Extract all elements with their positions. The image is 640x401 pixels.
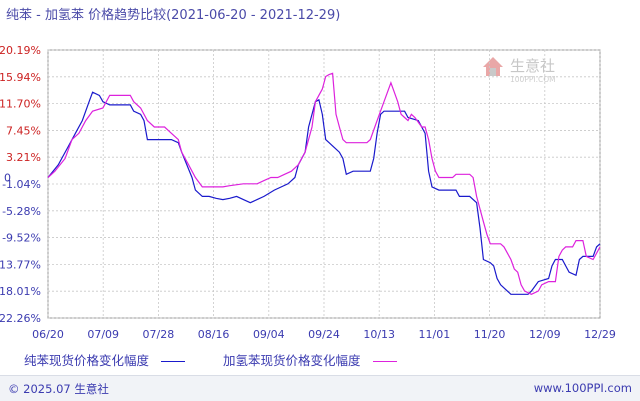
x-tick-label: 12/09 xyxy=(529,328,561,341)
x-tick-label: 07/28 xyxy=(143,328,175,341)
y-tick-label: -5.28% xyxy=(2,205,41,218)
chart-canvas: 生意社 100PPI.COM 20.19% 15.94% 11.70% 7.45% 3.… xyxy=(0,44,616,341)
legend-line-series2 xyxy=(372,361,397,362)
footer-site-link[interactable]: www.100PPI.com xyxy=(533,381,632,395)
x-tick-label: 09/24 xyxy=(308,328,340,341)
chart-title: 纯苯 - 加氢苯 价格趋势比较(2021-06-20 - 2021-12-29) xyxy=(6,8,341,23)
x-tick-label: 12/29 xyxy=(584,328,616,341)
legend-item-series2: 加氢苯现货价格变化幅度 xyxy=(223,350,397,369)
x-tick-label: 08/16 xyxy=(198,328,230,341)
y-zero-label: 0 xyxy=(4,171,11,184)
y-tick-label: 20.19% xyxy=(0,44,41,57)
series-line-2 xyxy=(47,72,601,295)
y-tick-label: -18.01% xyxy=(0,285,41,298)
y-axis: 20.19% 15.94% 11.70% 7.45% 3.21% -1.04% -5.28%… xyxy=(0,44,41,325)
x-axis: 06/20 07/09 07/28 08/16 09/04 09/24 10/13 11/01… xyxy=(32,328,616,341)
y-tick-label: 15.94% xyxy=(0,71,41,84)
y-tick-label: 3.21% xyxy=(6,151,41,164)
y-tick-label: -9.52% xyxy=(2,232,41,245)
series-line-1 xyxy=(47,91,601,295)
chart-lines xyxy=(47,72,601,295)
watermark-logo-window xyxy=(490,68,496,76)
watermark-url: 100PPI.COM xyxy=(510,75,556,84)
footer: © 2025.07 生意社 www.100PPI.com xyxy=(0,375,640,401)
x-tick-label: 10/13 xyxy=(363,328,395,341)
y-tick-label: -22.26% xyxy=(0,312,41,325)
legend-item-series1: 纯苯现货价格变化幅度 xyxy=(24,350,186,369)
watermark: 生意社 100PPI.COM xyxy=(483,57,556,84)
legend: 纯苯现货价格变化幅度 加氢苯现货价格变化幅度 xyxy=(24,350,431,369)
footer-copyright: © 2025.07 生意社 xyxy=(8,382,109,396)
legend-line-series1 xyxy=(161,361,186,362)
y-tick-label: 7.45% xyxy=(6,124,41,137)
y-tick-label: 11.70% xyxy=(0,98,41,111)
y-tick-label: -1.04% xyxy=(2,178,41,191)
watermark-name: 生意社 xyxy=(510,57,555,75)
x-tick-label: 11/20 xyxy=(474,328,506,341)
y-tick-label: -13.77% xyxy=(0,258,41,271)
x-tick-label: 11/01 xyxy=(419,328,451,341)
x-tick-label: 06/20 xyxy=(32,328,64,341)
x-tick-label: 07/09 xyxy=(87,328,119,341)
chart-grid xyxy=(47,49,601,319)
x-tick-label: 09/04 xyxy=(253,328,285,341)
watermark-logo-icon xyxy=(483,57,503,76)
